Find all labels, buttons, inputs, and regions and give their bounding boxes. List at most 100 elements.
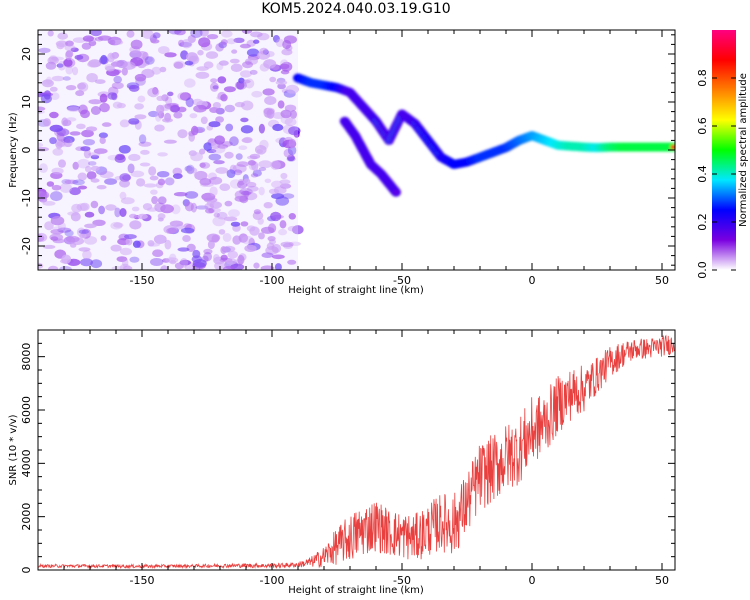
noise-blob [217,76,227,84]
noise-blob [69,131,81,136]
noise-blob [49,86,58,92]
noise-blob [287,259,297,265]
noise-blob [157,213,166,220]
noise-blob [227,250,239,259]
colorbar-tick-label: 0.6 [696,117,709,135]
noise-blob [122,174,132,181]
noise-blob [205,208,214,214]
noise-blob [57,32,68,40]
noise-blob [208,207,216,214]
noise-blob [174,30,186,36]
noise-blob [236,161,249,167]
noise-blob [281,193,295,199]
noise-blob [212,85,219,90]
noise-blob [246,185,259,192]
spectrogram-ridge [293,73,675,197]
noise-blob [82,35,94,42]
noise-blob [215,116,225,123]
y-tick-label: 0 [20,567,33,574]
noise-blob [195,71,210,79]
noise-blob [120,197,135,205]
noise-blob [140,149,150,155]
noise-blob [209,176,223,185]
x-tick-label: 50 [655,574,669,587]
noise-wash [38,30,298,270]
noise-blob [126,30,135,38]
noise-blob [119,191,127,200]
noise-blob [154,124,165,132]
noise-blob [168,30,182,35]
noise-blob [199,162,206,168]
noise-blob [137,213,148,220]
noise-blob [190,30,203,38]
noise-blob [194,170,208,181]
noise-blob [51,167,64,175]
noise-blob [138,141,152,147]
noise-blob [44,221,54,231]
noise-blob [247,57,258,65]
noise-blob [165,257,179,263]
noise-blob [125,237,133,246]
noise-blob [77,172,88,181]
noise-blob [40,94,53,104]
noise-blob [109,53,119,60]
noise-blob [129,256,140,263]
noise-blob [143,183,157,188]
noise-blob [238,77,245,84]
noise-blob [82,250,92,260]
noise-blob [152,249,164,257]
noise-blob [173,61,184,69]
noise-blob [259,47,269,55]
noise-blob [163,139,177,144]
noise-blob [76,123,86,130]
noise-blob [58,159,66,168]
noise-blob [43,244,56,249]
noise-blob [223,216,238,222]
ridge-core [670,144,675,150]
noise-blob [210,82,219,92]
chart-title: KOM5.2024.040.03.19.G10 [261,1,451,17]
noise-blob [87,161,97,166]
noise-blob [267,236,276,242]
noise-blob [252,169,262,177]
noise-blob [197,49,204,56]
noise-blob [283,148,293,158]
noise-blob [246,48,260,57]
noise-blob [239,188,253,196]
noise-blob [136,178,146,187]
noise-blob [75,90,85,97]
noise-blob [249,226,260,236]
noise-blob [87,61,101,68]
noise-blob [134,73,147,82]
noise-blob [104,178,118,185]
noise-blob [82,139,95,146]
noise-blob [238,145,248,150]
noise-blob [110,61,121,67]
noise-blob [99,102,110,113]
noise-blob [203,142,213,152]
noise-blob [229,58,240,64]
colorbar: 0.0 0.2 0.4 0.6 0.8 Normalized spectral ampl… [696,30,749,279]
noise-blob [249,69,258,75]
noise-blob [263,59,277,69]
noise-blob [280,109,292,119]
x-tick-label: -100 [260,274,285,287]
noise-blob [253,209,261,215]
noise-blob [237,178,245,186]
noise-blob [177,247,190,252]
noise-blob [283,242,293,249]
noise-blob [86,73,98,83]
noise-blob [45,61,57,70]
snr-y-label: SNR (10 * v/v) [8,414,19,485]
noise-blob [83,149,91,159]
noise-blob [157,196,167,205]
x-tick-label: -150 [130,274,155,287]
noise-blob [169,220,184,227]
spectrogram-y-ticks: 20 10 0 -10 -20 [20,34,675,266]
noise-blob [116,256,128,262]
x-tick-label: -50 [393,274,411,287]
noise-blob [66,105,81,111]
noise-blob [225,258,237,265]
noise-blob [179,258,188,268]
noise-blob [86,126,98,132]
